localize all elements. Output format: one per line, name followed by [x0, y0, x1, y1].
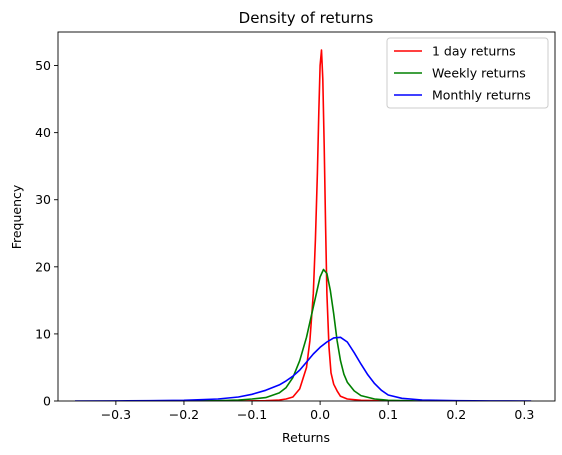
legend-label-0: 1 day returns: [432, 44, 516, 59]
y-tick-label: 20: [35, 259, 51, 274]
y-axis-label: Frequency: [9, 184, 24, 249]
x-tick-label: −0.3: [101, 407, 131, 422]
x-axis-label: Returns: [282, 430, 330, 445]
x-tick-label: −0.1: [237, 407, 267, 422]
y-tick-label: 50: [35, 58, 51, 73]
legend-box: [386, 37, 549, 109]
legend: 1 day returns Weekly returns Monthly retur…: [386, 37, 549, 109]
chart-title: Density of returns: [239, 9, 374, 27]
y-tick-label: 40: [35, 125, 51, 140]
legend-label-2: Monthly returns: [432, 88, 531, 103]
series-layer: [74, 49, 532, 401]
y-tick-label: 10: [35, 326, 51, 341]
series-line-1: [149, 268, 423, 401]
x-tick-label: −0.2: [169, 407, 199, 422]
x-tick-label: 0.2: [446, 407, 466, 422]
x-tick-label: 0.0: [310, 407, 330, 422]
x-tick-label: 0.3: [514, 407, 534, 422]
y-tick-label: 0: [43, 394, 51, 409]
axes-layer: −0.3 −0.2 −0.1 0.0 0.1 0.2 0.3 0 10 20 30 40 50: [35, 31, 556, 422]
plot-frame: [57, 31, 556, 402]
legend-label-1: Weekly returns: [432, 66, 526, 81]
series-line-0: [238, 49, 389, 401]
y-tick-label: 30: [35, 192, 51, 207]
series-line-2: [74, 336, 532, 401]
x-tick-label: 0.1: [378, 407, 398, 422]
